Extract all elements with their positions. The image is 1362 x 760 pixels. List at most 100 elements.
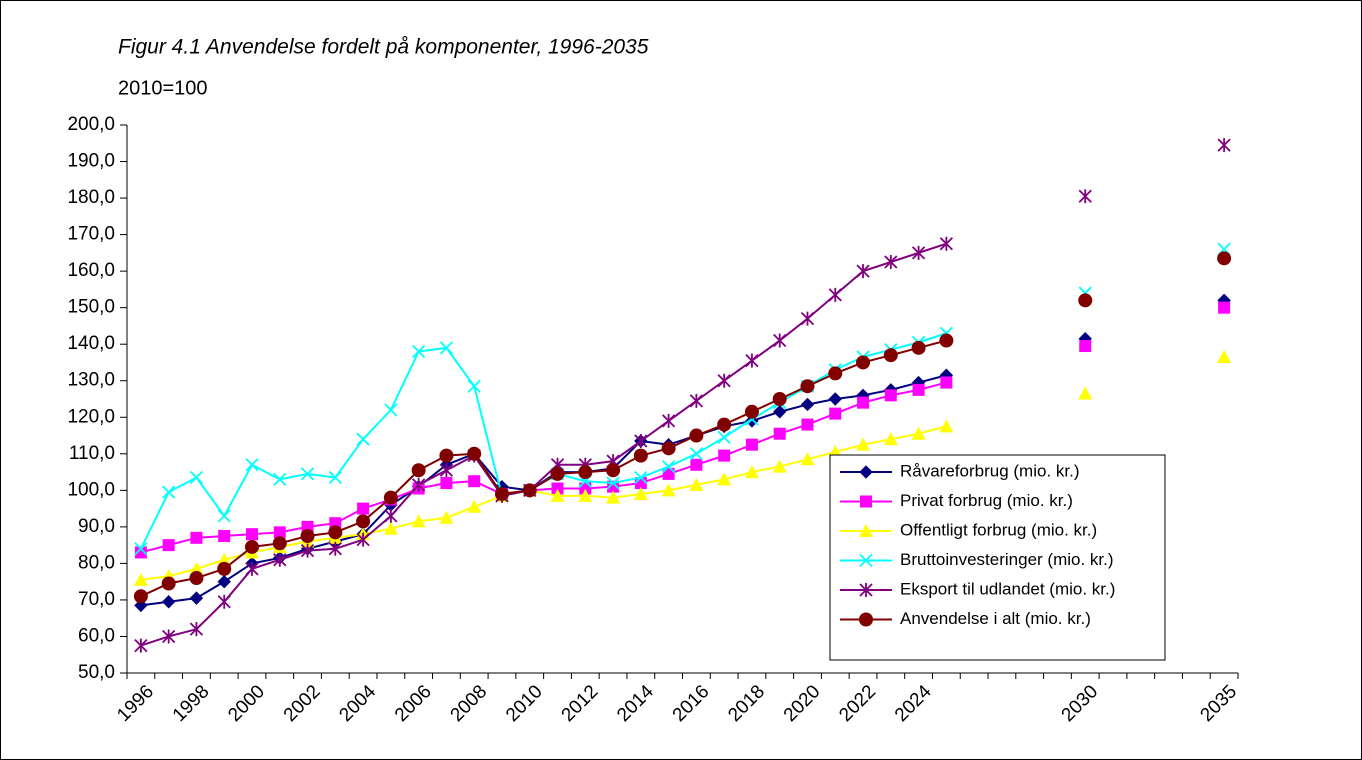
y-tick-label: 80,0 (78, 552, 115, 573)
marker (189, 622, 204, 637)
marker (856, 355, 871, 370)
marker (744, 404, 759, 419)
marker (801, 418, 814, 431)
marker (245, 528, 258, 541)
marker (911, 340, 926, 355)
marker (940, 376, 953, 389)
marker (411, 514, 426, 528)
series (134, 301, 1231, 559)
legend-label: Offentligt forbrug (mio. kr.) (900, 520, 1097, 539)
marker (300, 529, 315, 543)
marker (328, 541, 342, 556)
marker (717, 417, 732, 432)
marker (800, 311, 815, 326)
legend-marker (860, 495, 872, 508)
marker (717, 373, 731, 388)
marker (606, 476, 620, 490)
marker (578, 465, 593, 480)
marker (162, 539, 175, 552)
marker (494, 486, 509, 501)
marker (467, 446, 482, 461)
marker (634, 470, 648, 485)
legend-label: Privat forbrug (mio. kr.) (900, 491, 1073, 510)
marker (439, 510, 454, 524)
marker (912, 383, 925, 396)
marker (800, 452, 815, 466)
chart-subtitle: 2010=100 (118, 77, 208, 99)
y-tick-label: 200,0 (67, 114, 115, 135)
marker (773, 405, 787, 419)
legend-marker (859, 553, 873, 568)
marker (857, 396, 870, 409)
marker (217, 561, 232, 576)
marker (439, 463, 454, 478)
marker (690, 458, 703, 471)
marker (245, 561, 259, 576)
marker (1078, 189, 1092, 204)
marker (579, 482, 592, 495)
marker (412, 344, 426, 359)
marker (689, 393, 704, 408)
marker (383, 521, 398, 535)
marker (717, 430, 731, 444)
marker (190, 531, 203, 544)
marker (828, 392, 842, 406)
marker (856, 264, 870, 279)
legend-marker (859, 524, 873, 537)
marker (245, 458, 259, 472)
marker (828, 366, 843, 381)
marker (300, 467, 315, 481)
marker (467, 499, 482, 513)
y-tick-label: 190,0 (67, 151, 115, 172)
marker (939, 419, 954, 433)
marker (911, 426, 926, 440)
marker (384, 403, 398, 417)
marker (550, 466, 565, 481)
marker (911, 245, 926, 260)
legend-marker (859, 612, 873, 627)
marker (411, 463, 426, 478)
series (133, 251, 1232, 604)
marker (162, 629, 176, 644)
marker (745, 353, 759, 368)
legend: Råvareforbrug (mio. kr.) Privat forbrug (… (829, 454, 1166, 661)
marker (800, 379, 815, 394)
y-tick-label: 70,0 (78, 589, 115, 610)
legend-label: Råvareforbrug (mio. kr.) (900, 461, 1080, 480)
y-tick-label: 150,0 (67, 297, 115, 318)
series (134, 138, 1231, 653)
y-tick-label: 120,0 (67, 406, 115, 427)
marker (772, 459, 787, 473)
marker (606, 490, 621, 504)
marker (439, 341, 454, 355)
marker (745, 438, 758, 451)
marker (356, 432, 370, 446)
marker (244, 539, 259, 554)
legend-label: Bruttoinvesteringer (mio. kr.) (900, 550, 1114, 569)
marker (718, 449, 731, 462)
marker (439, 448, 454, 463)
legend-label: Anvendelse i alt (mio. kr.) (900, 609, 1091, 628)
marker (217, 552, 232, 566)
marker (440, 477, 453, 490)
marker (633, 486, 648, 500)
marker (884, 255, 898, 269)
marker (633, 448, 648, 463)
chart-title: Figur 4.1 Anvendelse fordelt på komponen… (118, 36, 649, 59)
y-tick-label: 110,0 (69, 443, 115, 464)
marker (133, 572, 148, 586)
marker (328, 470, 342, 485)
marker (661, 413, 676, 428)
y-tick-label: 130,0 (67, 370, 115, 391)
marker (1217, 138, 1231, 153)
marker (800, 397, 815, 412)
marker (606, 463, 621, 478)
marker (217, 594, 231, 609)
marker (468, 475, 481, 488)
marker (162, 485, 176, 499)
marker (1078, 386, 1093, 400)
y-tick-label: 60,0 (78, 625, 115, 646)
marker (273, 472, 287, 487)
marker (883, 348, 898, 363)
